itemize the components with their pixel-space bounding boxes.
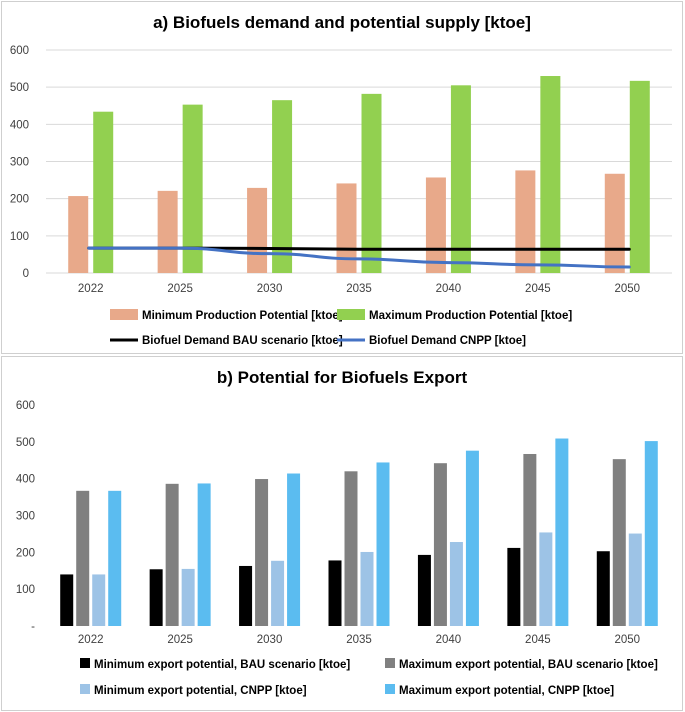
legend-cnpp-demand-label: Biofuel Demand CNPP [ktoe] xyxy=(369,335,526,347)
chart-a-x-tick-label: 2030 xyxy=(257,283,283,295)
chart-a-y-tick-label: 0 xyxy=(23,268,29,280)
chart-b-bar-min-bau xyxy=(417,554,431,626)
chart-a-bar-min-production xyxy=(247,187,268,273)
chart-a-x-tick-label: 2022 xyxy=(78,283,104,295)
chart-a-y-tick-label: 600 xyxy=(10,45,29,57)
chart-a-bar-max-production xyxy=(540,76,561,274)
chart-b-y-tick-label: 600 xyxy=(16,400,35,412)
chart-b-bar-min-bau xyxy=(507,547,521,626)
chart-b-bar-max-cnpp xyxy=(376,462,390,626)
chart-b-x-tick-label: 2030 xyxy=(257,634,283,646)
chart-a-svg: a) Biofuels demand and potential supply … xyxy=(10,13,672,347)
chart-a-bar-min-production xyxy=(604,173,625,273)
legend-min-cnpp-label: Minimum export potential, CNPP [ktoe] xyxy=(94,685,307,697)
chart-b-bar-min-bau xyxy=(239,565,253,626)
legend-bau-demand-label: Biofuel Demand BAU scenario [ktoe] xyxy=(142,335,343,347)
chart-b-bar-min-bau xyxy=(149,569,163,626)
legend-min-bau-swatch xyxy=(80,658,90,668)
chart-b-bar-min-cnpp xyxy=(271,560,285,626)
chart-a-y-tick-label: 500 xyxy=(10,82,29,94)
chart-a-bar-max-production xyxy=(450,85,471,273)
chart-a-bar-max-production xyxy=(182,104,203,273)
chart-a-x-tick-label: 2045 xyxy=(525,283,551,295)
chart-b-bar-max-bau xyxy=(612,459,626,626)
legend-max-bau-swatch xyxy=(385,658,395,668)
chart-panel-a: a) Biofuels demand and potential supply … xyxy=(1,1,683,354)
chart-b-x-tick-label: 2035 xyxy=(346,634,372,646)
chart-b-y-tick-label: 100 xyxy=(16,584,35,596)
chart-b-y-tick-label: - xyxy=(31,621,35,633)
chart-b-bar-max-bau xyxy=(165,483,179,626)
chart-b-bar-max-cnpp xyxy=(197,483,211,626)
chart-a-x-tick-label: 2040 xyxy=(436,283,462,295)
chart-b-x-tick-label: 2045 xyxy=(525,634,551,646)
chart-b-bar-max-bau xyxy=(76,490,90,626)
legend-max-production-label: Maximum Production Potential [ktoe] xyxy=(369,310,572,322)
legend-max-cnpp-swatch xyxy=(385,684,395,694)
chart-a-bar-min-production xyxy=(425,177,446,273)
chart-a-y-tick-label: 200 xyxy=(10,194,29,206)
legend-min-production-swatch xyxy=(110,309,138,320)
chart-b-svg: b) Potential for Biofuels Export - 100 200 3… xyxy=(16,368,658,697)
chart-b-bar-min-bau xyxy=(60,574,74,626)
chart-b-bar-min-cnpp xyxy=(539,532,553,626)
chart-b-bar-max-cnpp xyxy=(465,450,479,626)
chart-a-bar-max-production xyxy=(629,80,650,274)
chart-b-y-tick-label: 300 xyxy=(16,511,35,523)
chart-a-bar-max-production xyxy=(361,93,382,274)
chart-b-x-tick-label: 2025 xyxy=(167,634,193,646)
chart-b-title: b) Potential for Biofuels Export xyxy=(217,368,468,387)
legend-max-cnpp-label: Maximum export potential, CNPP [ktoe] xyxy=(399,685,614,697)
chart-b-bar-max-cnpp xyxy=(555,438,569,626)
chart-a-bar-min-production xyxy=(157,190,178,273)
chart-b-bar-min-cnpp xyxy=(628,533,642,626)
chart-b-bar-min-bau xyxy=(328,560,342,626)
legend-min-bau-label: Minimum export potential, BAU scenario [… xyxy=(94,659,350,671)
chart-b-bar-min-cnpp xyxy=(181,568,195,626)
chart-b-bar-min-bau xyxy=(596,551,610,626)
legend-min-cnpp-swatch xyxy=(80,684,90,694)
chart-b-bar-min-cnpp xyxy=(92,574,106,626)
legend-max-production-swatch xyxy=(337,309,365,320)
chart-a-y-tick-label: 300 xyxy=(10,157,29,169)
chart-a-y-tick-label: 400 xyxy=(10,119,29,131)
chart-b-bar-max-bau xyxy=(433,463,447,626)
chart-panel-b: b) Potential for Biofuels Export - 100 200 3… xyxy=(1,356,683,711)
chart-a-bar-min-production xyxy=(515,170,536,273)
chart-b-bar-max-cnpp xyxy=(108,490,122,626)
chart-b-bar-max-bau xyxy=(344,471,358,626)
chart-b-x-tick-label: 2040 xyxy=(436,634,462,646)
legend-min-production-label: Minimum Production Potential [ktoe] xyxy=(142,310,343,322)
chart-a-bar-min-production xyxy=(68,196,89,273)
chart-b-bar-min-cnpp xyxy=(360,551,374,626)
chart-b-bar-max-bau xyxy=(255,479,269,626)
chart-a-title: a) Biofuels demand and potential supply … xyxy=(153,13,531,32)
chart-b-bar-max-bau xyxy=(523,453,537,626)
chart-a-line-cnpp-demand xyxy=(87,246,631,269)
chart-b-bar-max-cnpp xyxy=(644,441,658,626)
chart-a-x-tick-label: 2050 xyxy=(614,283,640,295)
chart-b-x-tick-label: 2022 xyxy=(78,634,104,646)
chart-a-y-tick-label: 100 xyxy=(10,231,29,243)
chart-b-y-tick-label: 200 xyxy=(16,547,35,559)
chart-b-bar-min-cnpp xyxy=(449,542,463,626)
chart-a-x-tick-label: 2035 xyxy=(346,283,372,295)
chart-a-bar-max-production xyxy=(272,100,293,273)
chart-b-y-tick-label: 500 xyxy=(16,437,35,449)
chart-b-bar-max-cnpp xyxy=(287,473,301,626)
chart-a-x-tick-label: 2025 xyxy=(167,283,193,295)
chart-a-bar-max-production xyxy=(93,111,114,274)
legend-max-bau-label: Maximum export potential, BAU scenario [… xyxy=(399,659,658,671)
chart-b-x-tick-label: 2050 xyxy=(614,634,640,646)
chart-b-y-tick-label: 400 xyxy=(16,474,35,486)
